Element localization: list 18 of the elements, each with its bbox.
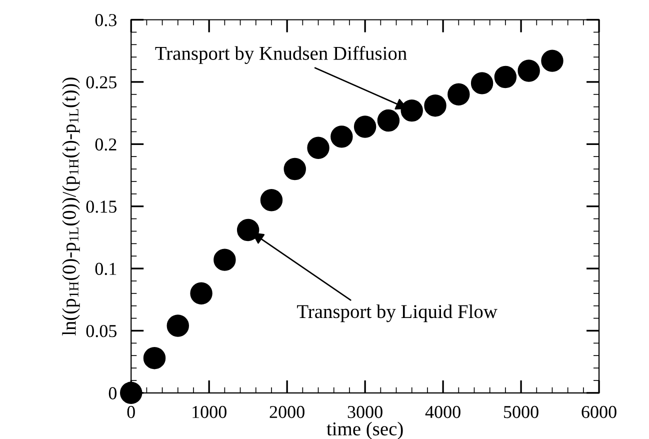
text: ln((p$_{1H}$(0)-p$_{1L}$(0))/(p$_{1H}$(t)-p$_{1L}$(t))) (62, 78, 80, 336)
annotation: Transport by Knudsen Diffusion (155, 46, 407, 64)
y-tick-label: 0.25 (86, 76, 117, 88)
x-tick-label: 2000 (270, 406, 304, 418)
x-axis-title: time (sec) (326, 422, 403, 439)
y-tick-label: 0.1 (95, 262, 116, 276)
y-tick-label: 0 (108, 387, 117, 400)
y-tick-label: 0.3 (95, 14, 117, 26)
x-tick-label: 6000 (582, 406, 616, 418)
x-tick-label: 4000 (425, 406, 460, 418)
y-tick-label: 0.15 (86, 200, 117, 213)
x-tick-label: 3000 (348, 406, 382, 418)
x-tick-label: 5000 (504, 406, 538, 418)
x-tick-label: 1000 (192, 406, 226, 418)
annotation: Transport by Liquid Flow (297, 304, 498, 322)
y-tick-label: 0.2 (95, 138, 116, 151)
y-tick-label: 0.05 (86, 324, 117, 338)
x-tick-label: 0 (127, 406, 135, 418)
